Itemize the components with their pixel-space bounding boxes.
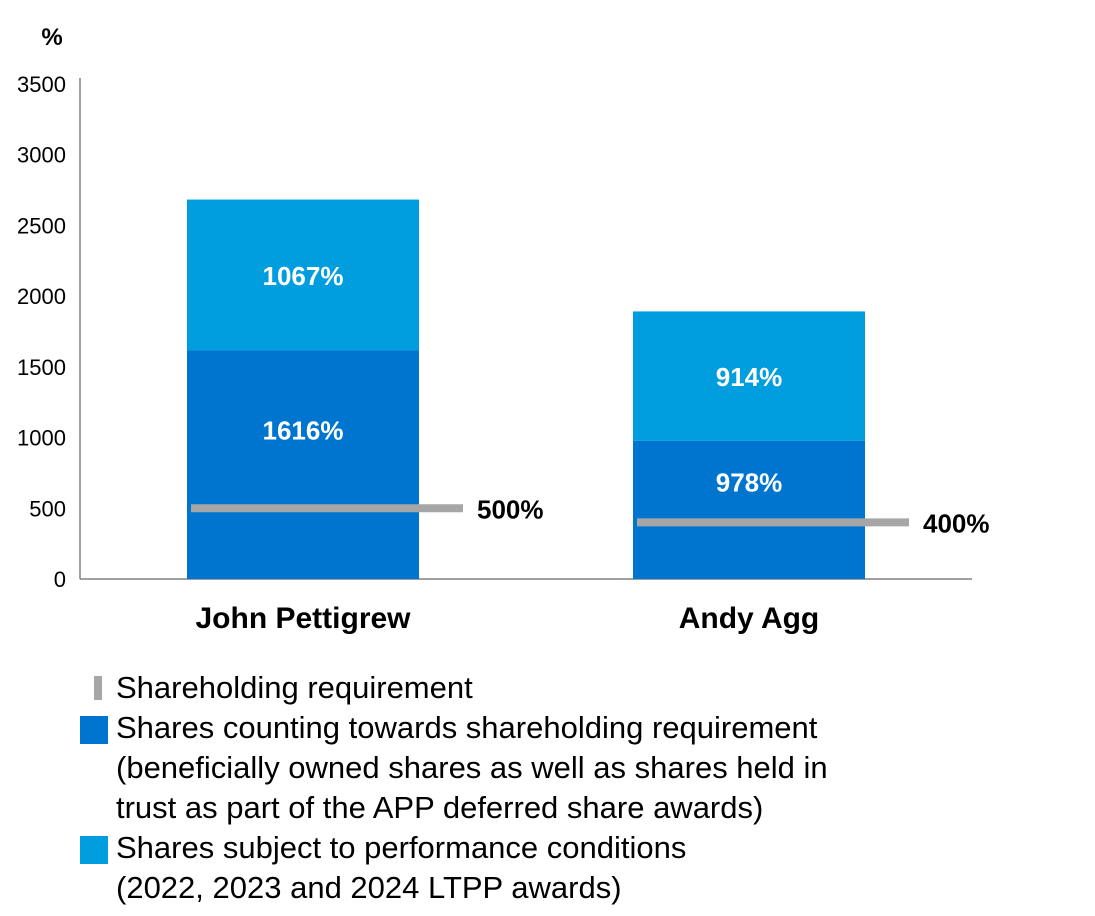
legend-item-performance: Shares subject to performance conditions… [80,828,980,908]
legend-label-performance: Shares subject to performance conditions… [116,830,687,905]
bar-segment-counting [187,350,419,579]
bar-segment-counting [633,440,865,579]
legend-item-counting: Shares counting towards shareholding req… [80,708,980,828]
stacked-bar-chart: % 0 500 1000 1500 2000 2500 3000 3500 1616% 1067… [17,24,990,635]
y-tick-label: 3000 [17,143,66,168]
y-axis-unit-label: % [41,24,62,51]
bar-segment-label: 978% [716,468,783,498]
requirement-label: 400% [923,508,990,538]
y-axis-ticks: 0 500 1000 1500 2000 2500 3000 3500 [17,72,66,592]
y-tick-label: 0 [54,567,66,592]
y-tick-label: 500 [29,496,66,521]
requirement-label: 500% [477,494,544,524]
y-tick-label: 1500 [17,355,66,380]
chart-legend: Shareholding requirement Shares counting… [80,668,980,908]
bar-segment-performance [187,199,419,351]
legend-swatch-performance [80,836,108,864]
y-tick-label: 2000 [17,284,66,309]
legend-swatch-requirement [94,676,102,700]
bar-segment-label: 1616% [263,415,344,445]
legend-swatch-counting [80,716,108,744]
x-category-label: John Pettigrew [195,602,411,635]
bar-segment-label: 1067% [263,261,344,291]
y-tick-label: 1000 [17,426,66,451]
legend-label-requirement: Shareholding requirement [116,670,473,705]
bar-segment-label: 914% [716,362,783,392]
x-axis-labels: John Pettigrew Andy Agg [195,602,819,635]
x-category-label: Andy Agg [679,602,820,635]
requirement-markers: 500% 400% [191,494,990,538]
legend-label-counting: Shares counting towards shareholding req… [116,710,828,825]
y-tick-label: 2500 [17,213,66,238]
y-tick-label: 3500 [17,72,66,97]
bar-segment-performance [633,311,865,441]
legend-item-requirement: Shareholding requirement [80,668,980,708]
chart-bars: 1616% 1067% 978% 914% [187,199,865,579]
